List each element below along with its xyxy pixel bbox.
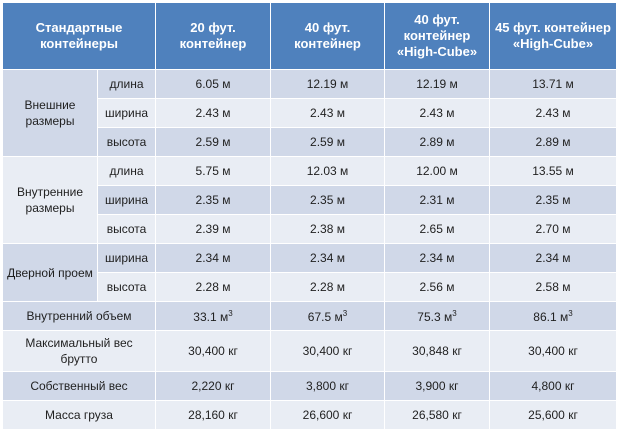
dim-label-length: длина (97, 69, 156, 99)
dim-label-width: ширина (97, 98, 156, 128)
table-cell: 2.43 м (384, 98, 490, 128)
header-standard-containers: Стандартные контейнеры (2, 2, 156, 70)
table-cell: 2.34 м (155, 243, 271, 273)
row-label-cargo-mass: Масса груза (2, 400, 156, 430)
table-cell: 2.65 м (384, 214, 490, 244)
table-cell: 26,580 кг (384, 400, 490, 430)
table-cell: 2,220 кг (155, 371, 271, 401)
group-external-dimensions: Внешние размеры (2, 69, 98, 157)
table-cell: 2.58 м (489, 272, 617, 302)
cubic-superscript: 3 (228, 308, 233, 318)
table-cell: 12.19 м (270, 69, 385, 99)
table-cell: 86.1 м3 (489, 301, 617, 331)
table-cell: 3,900 кг (384, 371, 490, 401)
table-cell: 6.05 м (155, 69, 271, 99)
table-cell: 67.5 м3 (270, 301, 385, 331)
group-door-opening: Дверной проем (2, 243, 98, 302)
table-cell: 2.89 м (489, 127, 617, 157)
table-row: Внутренний объем 33.1 м3 67.5 м3 75.3 м3… (2, 301, 617, 331)
table-cell: 25,600 кг (489, 400, 617, 430)
table-row: Собственный вес 2,220 кг 3,800 кг 3,900 … (2, 371, 617, 401)
table-cell: 2.38 м (270, 214, 385, 244)
table-row: Внешние размеры длина 6.05 м 12.19 м 12.… (2, 69, 617, 157)
table-cell: 12.19 м (384, 69, 490, 99)
table-cell: 2.43 м (270, 98, 385, 128)
row-label-internal-volume: Внутренний объем (2, 301, 156, 331)
header-40ft: 40 фут. контейнер (270, 2, 385, 70)
table-row: высота 2.39 м 2.38 м 2.65 м 2.70 м (3, 214, 617, 244)
container-spec-table: Стандартные контейнеры 20 фут. контейнер… (2, 2, 617, 430)
dim-label-height: высота (97, 272, 156, 302)
table-cell: 2.35 м (155, 185, 271, 215)
table-cell: 2.35 м (270, 185, 385, 215)
table-row: Масса груза 28,160 кг 26,600 кг 26,580 к… (2, 400, 617, 430)
table-cell: 12.03 м (270, 156, 385, 186)
table-row: ширина 2.43 м 2.43 м 2.43 м 2.43 м (3, 98, 617, 128)
header-20ft: 20 фут. контейнер (155, 2, 271, 70)
table-cell: 30,400 кг (270, 330, 385, 372)
table-cell: 2.56 м (384, 272, 490, 302)
row-label-max-gross-weight: Максимальный вес брутто (2, 330, 156, 372)
table-row: высота 2.28 м 2.28 м 2.56 м 2.58 м (3, 272, 617, 302)
cubic-superscript: 3 (452, 308, 457, 318)
table-row: Максимальный вес брутто 30,400 кг 30,400… (2, 330, 617, 372)
table-cell: 2.28 м (270, 272, 385, 302)
row-label-tare-weight: Собственный вес (2, 371, 156, 401)
table-cell: 2.39 м (155, 214, 271, 244)
table-cell: 2.43 м (155, 98, 271, 128)
table-cell: 2.59 м (270, 127, 385, 157)
table-cell: 30,848 кг (384, 330, 490, 372)
header-45ft-high-cube: 45 фут. контейнер «High-Cube» (489, 2, 617, 70)
cubic-superscript: 3 (568, 308, 573, 318)
dim-label-height: высота (97, 214, 156, 244)
dim-label-width: ширина (97, 243, 156, 273)
table-cell: 2.28 м (155, 272, 271, 302)
table-cell: 33.1 м3 (155, 301, 271, 331)
table-cell: 4,800 кг (489, 371, 617, 401)
table-row: Дверной проем ширина 2.34 м 2.34 м 2.34 … (2, 243, 617, 302)
table-cell: 26,600 кг (270, 400, 385, 430)
header-40ft-high-cube: 40 фут. контейнер «High-Cube» (384, 2, 490, 70)
dim-label-height: высота (97, 127, 156, 157)
table-cell: 2.34 м (384, 243, 490, 273)
cubic-superscript: 3 (342, 308, 348, 318)
table-cell: 2.59 м (155, 127, 271, 157)
volume-value: 86.1 м (533, 309, 569, 324)
table-row: Внутренние размеры длина 5.75 м 12.03 м … (2, 156, 617, 244)
table-cell: 2.31 м (384, 185, 490, 215)
table-cell: 30,400 кг (155, 330, 271, 372)
table-cell: 75.3 м3 (384, 301, 490, 331)
table-cell: 2.70 м (489, 214, 617, 244)
table-cell: 2.34 м (270, 243, 385, 273)
volume-value: 75.3 м (417, 309, 453, 324)
table-cell: 2.43 м (489, 98, 617, 128)
table-cell: 28,160 кг (155, 400, 271, 430)
table-row: высота 2.59 м 2.59 м 2.89 м 2.89 м (3, 127, 617, 157)
table-cell: 30,400 кг (489, 330, 617, 372)
dim-label-width: ширина (97, 185, 156, 215)
table-cell: 13.71 м (489, 69, 617, 99)
table-cell: 3,800 кг (270, 371, 385, 401)
volume-value: 67.5 м (307, 309, 343, 324)
table-cell: 2.35 м (489, 185, 617, 215)
table-cell: 5.75 м (155, 156, 271, 186)
table-cell: 12.00 м (384, 156, 490, 186)
table-cell: 2.34 м (489, 243, 617, 273)
volume-value: 33.1 м (193, 309, 229, 324)
table-cell: 13.55 м (489, 156, 617, 186)
header-row: Стандартные контейнеры 20 фут. контейнер… (2, 2, 617, 70)
group-internal-dimensions: Внутренние размеры (2, 156, 98, 244)
dim-label-length: длина (97, 156, 156, 186)
table-row: ширина 2.35 м 2.35 м 2.31 м 2.35 м (3, 185, 617, 215)
table-cell: 2.89 м (384, 127, 490, 157)
